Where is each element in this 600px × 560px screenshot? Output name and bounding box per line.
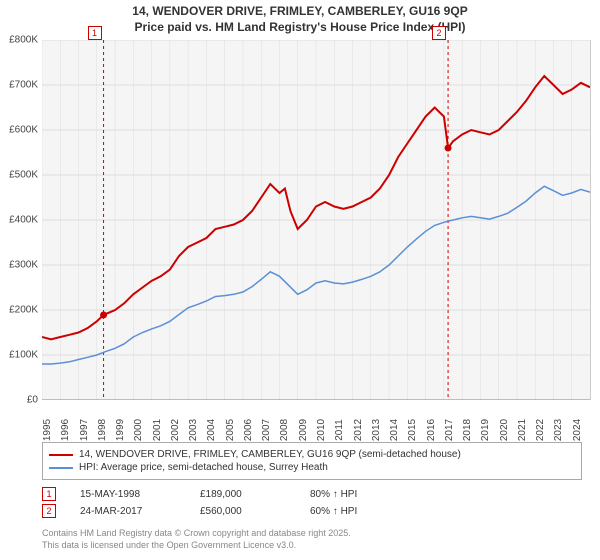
- x-axis-tick-label: 2016: [426, 419, 437, 441]
- sales-row-date: 24-MAR-2017: [80, 506, 200, 517]
- legend-box: 14, WENDOVER DRIVE, FRIMLEY, CAMBERLEY, …: [42, 442, 582, 480]
- x-axis-tick-label: 2008: [279, 419, 290, 441]
- legend-row: HPI: Average price, semi-detached house,…: [49, 462, 575, 473]
- legend-label: HPI: Average price, semi-detached house,…: [79, 462, 328, 473]
- sales-row-pct: 60% ↑ HPI: [310, 506, 430, 517]
- legend-swatch: [49, 454, 73, 456]
- sales-row-date: 15-MAY-1998: [80, 489, 200, 500]
- x-axis-tick-label: 2004: [206, 419, 217, 441]
- sales-row-price: £560,000: [200, 506, 310, 517]
- y-axis-tick-label: £100K: [9, 350, 38, 361]
- sale-marker-flag: 1: [88, 26, 102, 40]
- sales-row-pct: 80% ↑ HPI: [310, 489, 430, 500]
- sales-table: 1 15-MAY-1998£189,00080% ↑ HPI 2 24-MAR-201…: [42, 484, 582, 521]
- x-axis-tick-label: 2002: [170, 419, 181, 441]
- x-axis-tick-label: 2021: [517, 419, 528, 441]
- sales-row-marker: 1: [42, 487, 56, 501]
- y-axis-tick-label: £300K: [9, 260, 38, 271]
- x-axis-tick-label: 2003: [188, 419, 199, 441]
- x-axis-tick-label: 2015: [407, 419, 418, 441]
- x-axis-tick-label: 2000: [133, 419, 144, 441]
- legend-row: 14, WENDOVER DRIVE, FRIMLEY, CAMBERLEY, …: [49, 449, 575, 460]
- x-axis-tick-label: 1998: [97, 419, 108, 441]
- x-axis-tick-label: 2005: [225, 419, 236, 441]
- y-axis-tick-label: £0: [27, 395, 38, 406]
- plot-svg: [42, 40, 590, 400]
- footer-line-1: Contains HM Land Registry data © Crown c…: [42, 528, 351, 540]
- y-axis-tick-label: £600K: [9, 125, 38, 136]
- footer: Contains HM Land Registry data © Crown c…: [42, 528, 351, 551]
- x-axis-tick-label: 1995: [42, 419, 53, 441]
- x-axis-tick-label: 2014: [389, 419, 400, 441]
- footer-line-2: This data is licensed under the Open Gov…: [42, 540, 351, 552]
- x-axis-tick-label: 2024: [572, 419, 583, 441]
- x-axis-tick-label: 2022: [535, 419, 546, 441]
- sales-row-marker: 2: [42, 504, 56, 518]
- x-axis-tick-label: 2009: [298, 419, 309, 441]
- x-axis-tick-label: 2010: [316, 419, 327, 441]
- x-axis-tick-label: 2013: [371, 419, 382, 441]
- x-axis-tick-label: 2001: [152, 419, 163, 441]
- x-axis-tick-label: 2017: [444, 419, 455, 441]
- title-line-1: 14, WENDOVER DRIVE, FRIMLEY, CAMBERLEY, …: [0, 4, 600, 20]
- sales-row: 2 24-MAR-2017£560,00060% ↑ HPI: [42, 504, 582, 518]
- sale-marker-flag: 2: [432, 26, 446, 40]
- plot-area: 12: [42, 40, 591, 400]
- chart-container: 14, WENDOVER DRIVE, FRIMLEY, CAMBERLEY, …: [0, 0, 600, 560]
- sales-row: 1 15-MAY-1998£189,00080% ↑ HPI: [42, 487, 582, 501]
- y-axis-labels: £0£100K£200K£300K£400K£500K£600K£700K£80…: [0, 40, 40, 400]
- x-axis-tick-label: 1996: [60, 419, 71, 441]
- y-axis-tick-label: £500K: [9, 170, 38, 181]
- x-axis-tick-label: 1999: [115, 419, 126, 441]
- x-axis-tick-label: 1997: [79, 419, 90, 441]
- sales-row-price: £189,000: [200, 489, 310, 500]
- x-axis-tick-label: 2011: [334, 419, 345, 441]
- x-axis-tick-label: 2012: [353, 419, 364, 441]
- y-axis-tick-label: £800K: [9, 35, 38, 46]
- x-axis-tick-label: 2020: [499, 419, 510, 441]
- x-axis-tick-label: 2019: [480, 419, 491, 441]
- legend-swatch: [49, 467, 73, 469]
- x-axis-labels: 1995 1996 1997 1998 1999 2000 2001 2002 2003 2004…: [42, 402, 590, 442]
- legend-label: 14, WENDOVER DRIVE, FRIMLEY, CAMBERLEY, …: [79, 449, 461, 460]
- x-axis-tick-label: 2006: [243, 419, 254, 441]
- y-axis-tick-label: £400K: [9, 215, 38, 226]
- y-axis-tick-label: £200K: [9, 305, 38, 316]
- x-axis-tick-label: 2018: [462, 419, 473, 441]
- y-axis-tick-label: £700K: [9, 80, 38, 91]
- x-axis-tick-label: 2023: [553, 419, 564, 441]
- x-axis-tick-label: 2007: [261, 419, 272, 441]
